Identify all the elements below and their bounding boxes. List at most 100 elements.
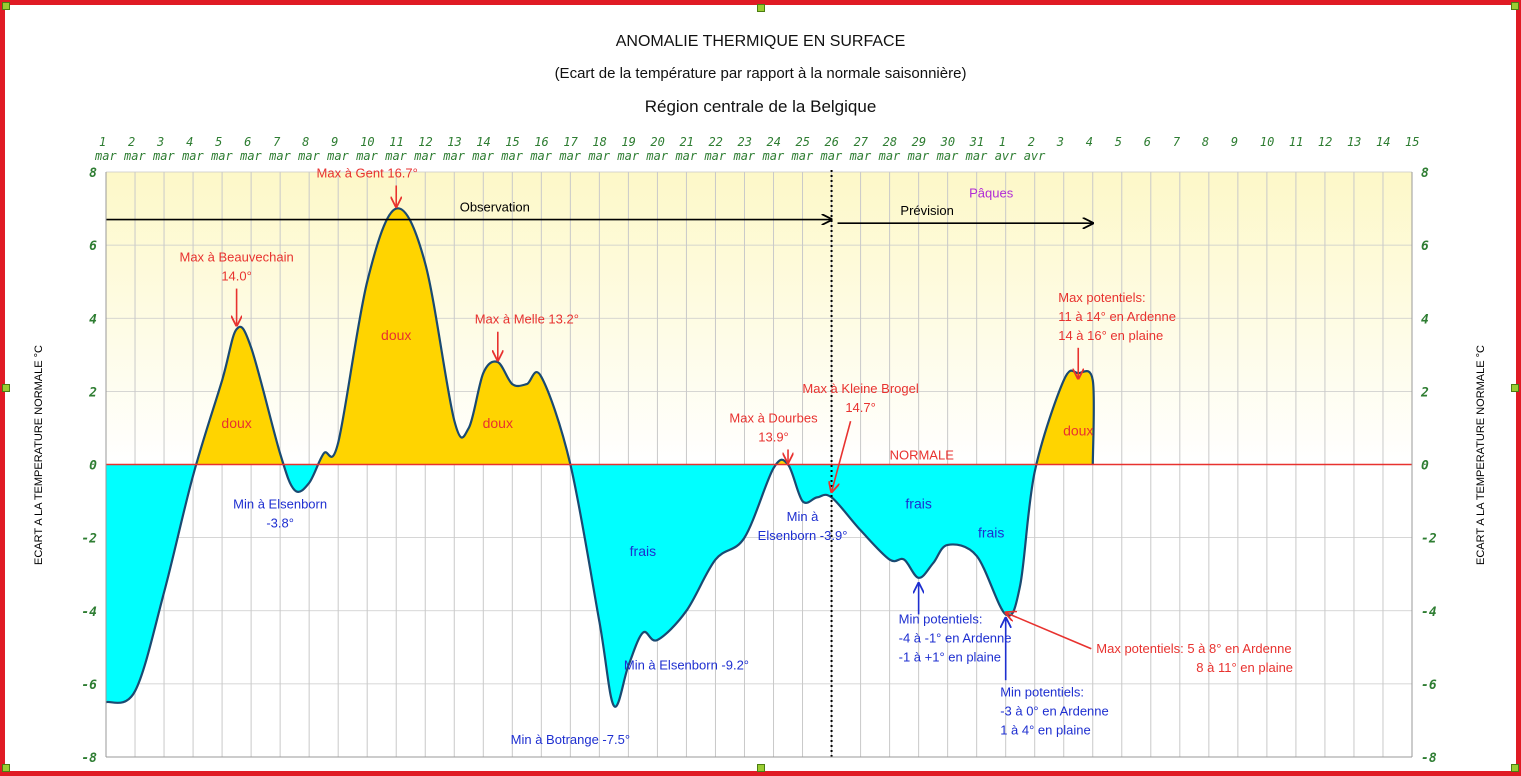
y-tick-label-right: 8 xyxy=(1421,166,1429,181)
x-tick-month: mar xyxy=(732,149,755,163)
x-tick-month: mar xyxy=(529,149,552,163)
x-tick-month: mar xyxy=(210,149,233,163)
x-tick-day: 1 xyxy=(999,135,1006,149)
annotation-text: Min à Elsenborn xyxy=(233,496,327,511)
x-tick-day: 7 xyxy=(1173,135,1181,149)
x-tick-day: 17 xyxy=(563,135,578,149)
x-tick-day: 9 xyxy=(1231,135,1238,149)
selection-handle-corner-tl[interactable] xyxy=(2,2,10,10)
y-axis-title-left: ECART A LA TEMPERATURE NORMALE °C xyxy=(33,345,45,565)
y-tick-label-right: 0 xyxy=(1421,459,1429,474)
x-tick-day: 26 xyxy=(825,135,839,149)
x-tick-day: 10 xyxy=(1260,135,1274,149)
x-tick-month: mar xyxy=(123,149,146,163)
y-tick-label-right: 6 xyxy=(1421,239,1429,254)
phase-label: Prévision xyxy=(900,203,953,218)
selection-handle-corner-br[interactable] xyxy=(1511,764,1519,772)
region-label-frais: frais xyxy=(905,495,931,511)
x-tick-day: 3 xyxy=(156,135,164,149)
x-tick-day: 8 xyxy=(1202,135,1209,149)
x-tick-day: 11 xyxy=(1289,135,1303,149)
x-tick-month: mar xyxy=(471,149,494,163)
y-tick-label-left: 2 xyxy=(88,385,97,400)
y-tick-label-left: 8 xyxy=(89,166,97,181)
x-tick-month: mar xyxy=(355,149,378,163)
x-tick-day: 22 xyxy=(708,135,722,149)
selection-handle-top[interactable] xyxy=(757,4,765,12)
y-tick-label-right: 2 xyxy=(1420,385,1429,400)
y-tick-label-left: -6 xyxy=(81,678,97,693)
annotation-text: Max à Melle 13.2° xyxy=(475,312,579,327)
selection-handle-corner-bl[interactable] xyxy=(2,764,10,772)
annotation-text: Min à Botrange -7.5° xyxy=(511,732,630,747)
x-tick-month: mar xyxy=(907,149,930,163)
y-tick-label-right: -6 xyxy=(1421,678,1437,693)
x-tick-day: 14 xyxy=(476,135,490,149)
annotation-text: Min potentiels: xyxy=(899,612,983,627)
x-tick-month: mar xyxy=(94,149,117,163)
y-tick-label-left: -4 xyxy=(81,605,97,620)
x-tick-day: 24 xyxy=(767,135,781,149)
selection-handle-right[interactable] xyxy=(1511,384,1519,392)
x-tick-day: 12 xyxy=(418,135,432,149)
x-tick-day: 2 xyxy=(128,135,135,149)
x-tick-month: mar xyxy=(703,149,726,163)
x-tick-day: 8 xyxy=(302,135,309,149)
x-tick-day: 13 xyxy=(447,135,461,149)
x-tick-month: mar xyxy=(587,149,610,163)
x-tick-day: 16 xyxy=(534,135,548,149)
annotation-text: Elsenborn -3.9° xyxy=(758,528,848,543)
annotation-text: 11 à 14° en Ardenne xyxy=(1058,309,1176,324)
x-tick-day: 18 xyxy=(592,135,606,149)
x-tick-day: 7 xyxy=(273,135,281,149)
annotation-text: 14.0° xyxy=(221,269,252,284)
x-tick-day: 2 xyxy=(1028,135,1035,149)
annotation-text: 14.7° xyxy=(845,400,876,415)
x-tick-day: 29 xyxy=(912,135,926,149)
x-tick-month: mar xyxy=(616,149,639,163)
x-tick-month: mar xyxy=(645,149,668,163)
annotation-text: Max à Kleine Brogel xyxy=(802,381,918,396)
x-tick-day: 30 xyxy=(940,135,955,149)
easter-label: Pâques xyxy=(969,186,1014,201)
x-tick-day: 3 xyxy=(1056,135,1064,149)
region-label-frais: frais xyxy=(630,543,656,559)
x-tick-month: mar xyxy=(442,149,465,163)
x-tick-day: 6 xyxy=(244,135,251,149)
annotation-text: -1 à +1° en plaine xyxy=(899,650,1001,665)
region-label-doux: doux xyxy=(381,327,411,343)
x-tick-month: mar xyxy=(181,149,204,163)
annotation-text: Max potentiels: 5 à 8° en Ardenne xyxy=(1096,641,1291,656)
y-tick-label-right: -8 xyxy=(1421,751,1437,766)
selection-handle-corner-tr[interactable] xyxy=(1511,2,1519,10)
chart-title: ANOMALIE THERMIQUE EN SURFACE xyxy=(615,33,906,50)
x-tick-day: 13 xyxy=(1347,135,1361,149)
x-tick-day: 12 xyxy=(1318,135,1332,149)
normal-label: NORMALE xyxy=(890,448,955,463)
x-tick-day: 5 xyxy=(215,135,222,149)
x-tick-month: mar xyxy=(297,149,320,163)
y-axis-title-right: ECART A LA TEMPERATURE NORMALE °C xyxy=(1475,345,1487,565)
x-tick-month: mar xyxy=(558,149,581,163)
x-tick-month: mar xyxy=(239,149,262,163)
x-tick-month: mar xyxy=(384,149,407,163)
region-label-frais: frais xyxy=(978,525,1004,541)
selection-handle-left[interactable] xyxy=(2,384,10,392)
x-tick-month: mar xyxy=(674,149,697,163)
x-tick-day: 11 xyxy=(389,135,403,149)
x-tick-day: 27 xyxy=(854,135,869,149)
x-tick-month: avr xyxy=(1024,149,1046,163)
annotation-text: 13.9° xyxy=(758,429,789,444)
annotation-text: Max à Dourbes xyxy=(729,410,818,425)
x-tick-day: 25 xyxy=(796,135,810,149)
selection-handle-bottom[interactable] xyxy=(757,764,765,772)
annotation-text: -3 à 0° en Ardenne xyxy=(1000,704,1109,719)
x-tick-day: 4 xyxy=(186,135,193,149)
annotation-text: -3.8° xyxy=(266,515,294,530)
x-tick-month: mar xyxy=(849,149,872,163)
anomaly-curve xyxy=(105,207,1095,708)
x-tick-day: 21 xyxy=(679,135,693,149)
region-label-doux: doux xyxy=(1063,422,1093,438)
annotation-text: Min à Elsenborn -9.2° xyxy=(624,657,749,672)
chart-subtitle: (Ecart de la température par rapport à l… xyxy=(554,65,967,82)
